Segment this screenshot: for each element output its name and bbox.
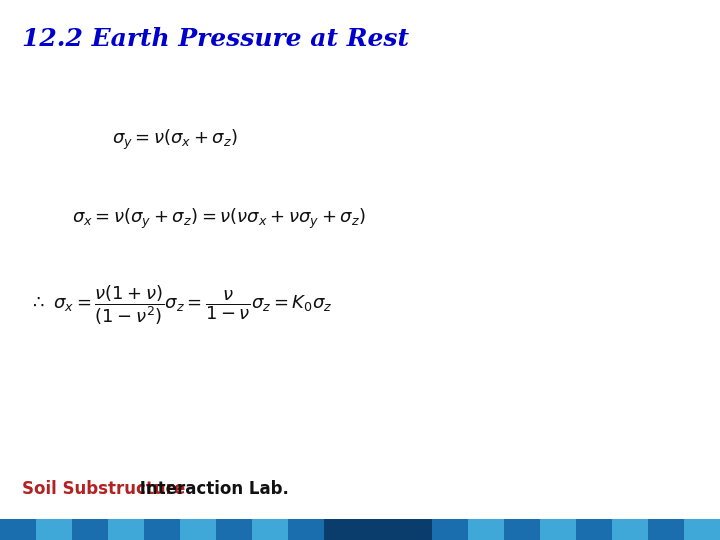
Bar — [144, 519, 180, 540]
Bar — [252, 519, 288, 540]
Bar — [36, 519, 72, 540]
Bar — [360, 519, 396, 540]
Bar — [72, 519, 108, 540]
Bar — [684, 519, 720, 540]
Text: $\sigma_y = \nu\left(\sigma_x + \sigma_z\right)$: $\sigma_y = \nu\left(\sigma_x + \sigma_z… — [112, 129, 238, 152]
Bar — [648, 519, 684, 540]
Bar — [576, 519, 612, 540]
Text: $\therefore\ \sigma_x = \dfrac{\nu\left(1+\nu\right)}{\left(1-\nu^2\right)}\sigm: $\therefore\ \sigma_x = \dfrac{\nu\left(… — [29, 283, 332, 327]
Bar — [504, 519, 540, 540]
Text: Soil Substructure: Soil Substructure — [22, 480, 185, 498]
Bar — [432, 519, 468, 540]
Bar — [324, 519, 360, 540]
Bar — [180, 519, 216, 540]
Bar — [540, 519, 576, 540]
Bar — [108, 519, 144, 540]
Bar — [468, 519, 504, 540]
Bar — [288, 519, 324, 540]
Bar — [0, 519, 36, 540]
Text: Interaction Lab.: Interaction Lab. — [134, 480, 289, 498]
Bar — [396, 519, 432, 540]
Bar — [216, 519, 252, 540]
Text: $\sigma_x = \nu\left(\sigma_y + \sigma_z\right) = \nu\left(\nu\sigma_x + \nu\sig: $\sigma_x = \nu\left(\sigma_y + \sigma_z… — [72, 207, 366, 231]
Bar — [612, 519, 648, 540]
Text: 12.2 Earth Pressure at Rest: 12.2 Earth Pressure at Rest — [22, 27, 409, 51]
